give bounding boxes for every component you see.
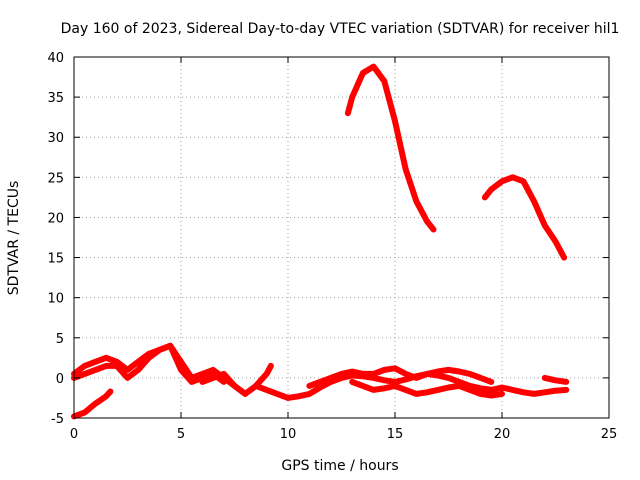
y-tick-label: 30 — [47, 131, 64, 146]
x-tick-label: 20 — [494, 427, 511, 442]
series-arc-d — [199, 362, 274, 397]
chart-title: Day 160 of 2023, Sidereal Day-to-day VTE… — [61, 21, 620, 37]
plot-frame — [73, 56, 610, 419]
y-tick-label: 20 — [47, 211, 64, 226]
data-series — [71, 63, 570, 420]
axis-ticks: 0 5 10 15 20 25 -5 0 5 10 15 20 25 30 35 40 — [47, 51, 617, 442]
y-tick-label: 0 — [56, 372, 64, 387]
series-arc-h — [541, 374, 570, 385]
grid-lines — [74, 57, 609, 418]
series-arc-peak-2 — [481, 174, 568, 261]
x-tick-label: 0 — [70, 427, 78, 442]
y-tick-label: 40 — [47, 51, 64, 66]
x-tick-label: 15 — [387, 427, 404, 442]
series-arc-c — [71, 388, 114, 420]
y-tick-label: 25 — [47, 171, 64, 186]
y-tick-label: 10 — [47, 292, 64, 307]
series-arc-f — [306, 365, 495, 389]
x-tick-label: 25 — [601, 427, 618, 442]
x-tick-label: 10 — [280, 427, 297, 442]
x-tick-label: 5 — [177, 427, 185, 442]
series-arc-g — [349, 378, 505, 399]
y-tick-label: -5 — [51, 412, 64, 427]
y-tick-label: 15 — [47, 252, 64, 267]
x-axis-label: GPS time / hours — [281, 458, 398, 474]
y-axis-label: SDTVAR / TECUs — [6, 181, 22, 296]
series-arc-b — [71, 342, 227, 385]
y-tick-label: 35 — [47, 91, 64, 106]
series-arc-peak-1 — [344, 63, 437, 233]
y-tick-label: 5 — [56, 332, 64, 347]
